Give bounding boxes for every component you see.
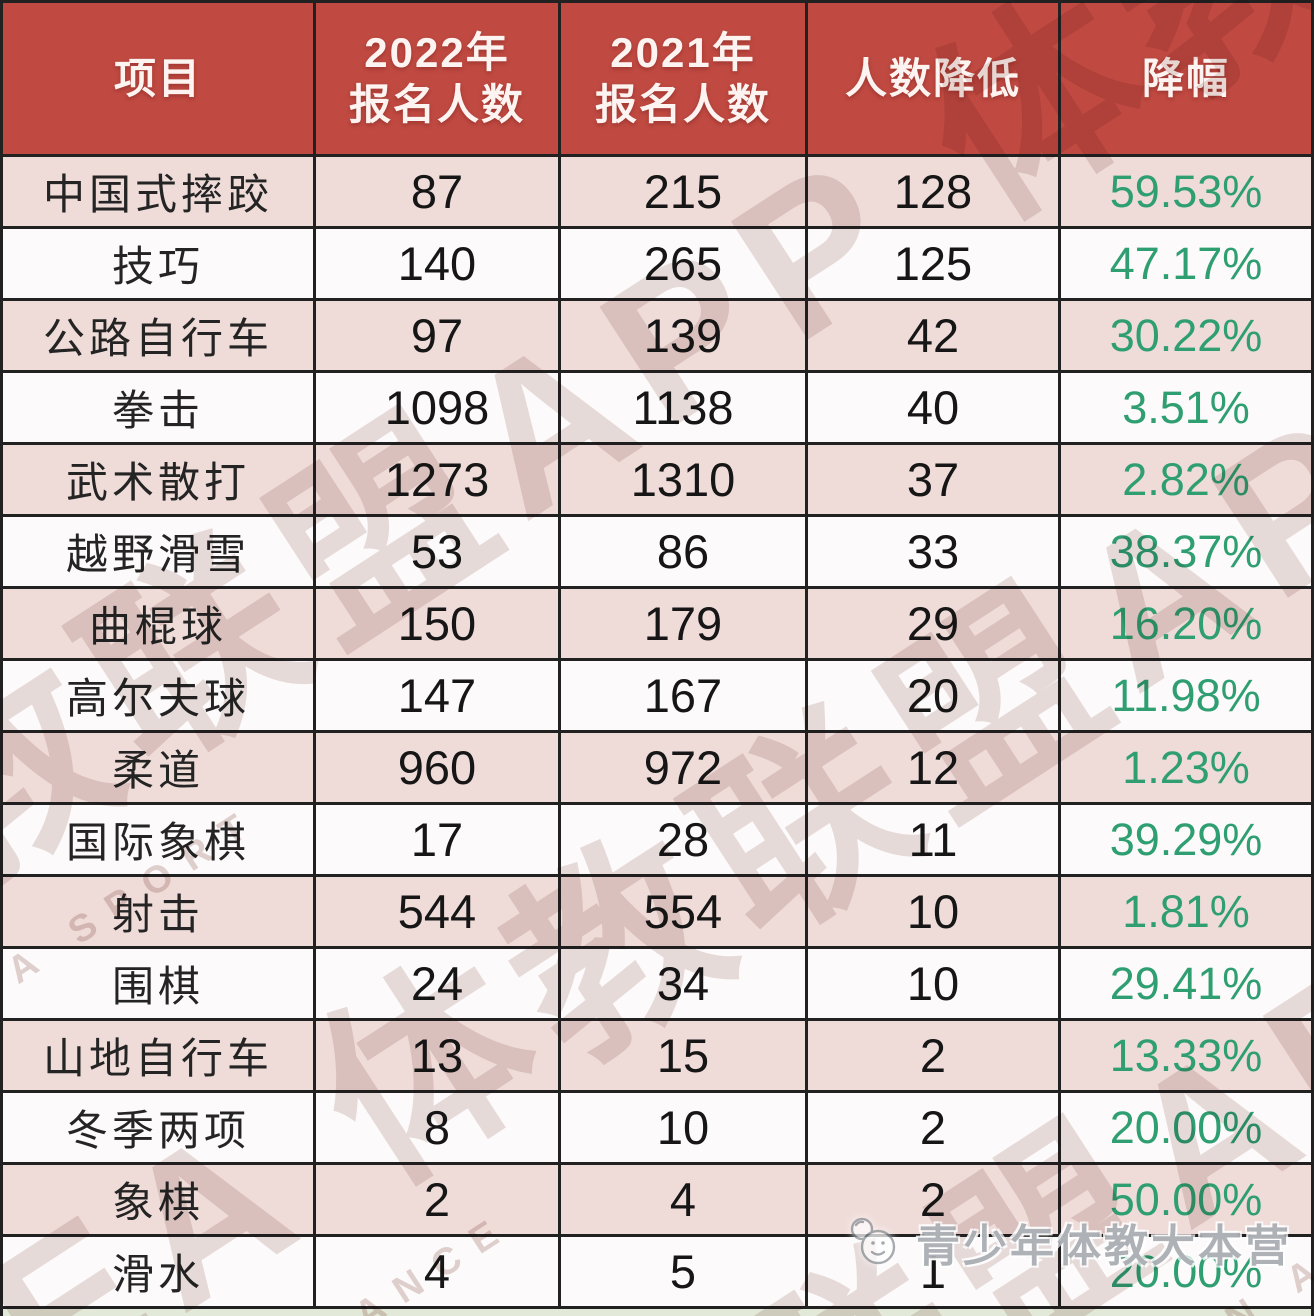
decrease-count-cell: 37 xyxy=(808,445,1058,514)
decline-rate-cell: 13.33% xyxy=(1061,1021,1311,1090)
decline-rate-cell: 39.29% xyxy=(1061,805,1311,874)
decline-rate-cell: 47.17% xyxy=(1061,229,1311,298)
decrease-count-cell: 20 xyxy=(808,661,1058,730)
project-name-cell: 中国式摔跤 xyxy=(3,157,313,226)
decline-rate-cell: 1.23% xyxy=(1061,733,1311,802)
project-name-cell: 曲棍球 xyxy=(3,589,313,658)
project-name-cell: 射击 xyxy=(3,877,313,946)
project-name-cell: 越野滑雪 xyxy=(3,517,313,586)
decline-rate-cell: 30.22% xyxy=(1061,301,1311,370)
decline-rate-cell: 59.53% xyxy=(1061,157,1311,226)
decrease-count-cell: 125 xyxy=(808,229,1058,298)
registrations-2021-cell: 34 xyxy=(561,949,805,1018)
registrations-2021-cell: 972 xyxy=(561,733,805,802)
project-name-cell: 柔道 xyxy=(3,733,313,802)
header-2021-line2: 报名人数 xyxy=(594,80,771,128)
decrease-count-cell: 33 xyxy=(808,517,1058,586)
registrations-2022-cell: 8 xyxy=(316,1093,558,1162)
decrease-count-cell: 128 xyxy=(808,157,1058,226)
project-name-cell: 山地自行车 xyxy=(3,1021,313,1090)
registrations-2022-cell: 4 xyxy=(316,1237,558,1306)
registrations-2022-cell: 87 xyxy=(316,157,558,226)
registrations-2021-cell: 215 xyxy=(561,157,805,226)
project-name-cell: 技巧 xyxy=(3,229,313,298)
decrease-count-cell: 42 xyxy=(808,301,1058,370)
partial-next-row xyxy=(3,1309,1311,1316)
header-decrease-label: 人数降低 xyxy=(844,54,1021,102)
project-name-cell: 拳击 xyxy=(3,373,313,442)
registrations-2022-cell: 147 xyxy=(316,661,558,730)
decline-rate-cell: 20.00% xyxy=(1061,1237,1311,1306)
decline-rate-cell: 11.98% xyxy=(1061,661,1311,730)
decrease-count-cell: 12 xyxy=(808,733,1058,802)
registrations-2021-cell: 10 xyxy=(561,1093,805,1162)
registrations-2022-cell: 53 xyxy=(316,517,558,586)
registrations-2021-cell: 15 xyxy=(561,1021,805,1090)
decrease-count-cell: 1 xyxy=(808,1237,1058,1306)
header-registrations-2022: 2022年 报名人数 xyxy=(316,3,558,154)
registrations-2022-cell: 960 xyxy=(316,733,558,802)
decline-rate-cell: 38.37% xyxy=(1061,517,1311,586)
registrations-2022-cell: 24 xyxy=(316,949,558,1018)
registrations-2022-cell: 140 xyxy=(316,229,558,298)
project-name-cell: 公路自行车 xyxy=(3,301,313,370)
decline-rate-cell: 3.51% xyxy=(1061,373,1311,442)
decrease-count-cell: 2 xyxy=(808,1093,1058,1162)
registrations-2022-cell: 1273 xyxy=(316,445,558,514)
decline-rate-cell: 50.00% xyxy=(1061,1165,1311,1234)
decline-rate-cell: 20.00% xyxy=(1061,1093,1311,1162)
header-project: 项目 xyxy=(3,3,313,154)
project-name-cell: 围棋 xyxy=(3,949,313,1018)
header-2022-line1: 2022年 xyxy=(364,29,510,77)
project-name-cell: 国际象棋 xyxy=(3,805,313,874)
decrease-count-cell: 2 xyxy=(808,1165,1058,1234)
registrations-2021-cell: 86 xyxy=(561,517,805,586)
registrations-2021-cell: 265 xyxy=(561,229,805,298)
decrease-count-cell: 29 xyxy=(808,589,1058,658)
header-decrease-count: 人数降低 xyxy=(808,3,1058,154)
registrations-2022-cell: 2 xyxy=(316,1165,558,1234)
registrations-2021-cell: 179 xyxy=(561,589,805,658)
decline-rate-cell: 2.82% xyxy=(1061,445,1311,514)
registrations-2022-cell: 1098 xyxy=(316,373,558,442)
registrations-2021-cell: 28 xyxy=(561,805,805,874)
project-name-cell: 高尔夫球 xyxy=(3,661,313,730)
project-name-cell: 武术散打 xyxy=(3,445,313,514)
header-registrations-2021: 2021年 报名人数 xyxy=(561,3,805,154)
registrations-2022-cell: 544 xyxy=(316,877,558,946)
decrease-count-cell: 40 xyxy=(808,373,1058,442)
header-decline-rate-label: 降幅 xyxy=(1141,54,1230,102)
registrations-2021-cell: 4 xyxy=(561,1165,805,1234)
decline-rate-cell: 16.20% xyxy=(1061,589,1311,658)
registrations-2022-cell: 17 xyxy=(316,805,558,874)
project-name-cell: 滑水 xyxy=(3,1237,313,1306)
decrease-count-cell: 2 xyxy=(808,1021,1058,1090)
decline-rate-cell: 1.81% xyxy=(1061,877,1311,946)
registrations-2021-cell: 139 xyxy=(561,301,805,370)
registrations-2021-cell: 1310 xyxy=(561,445,805,514)
registrations-2022-cell: 13 xyxy=(316,1021,558,1090)
registrations-2021-cell: 554 xyxy=(561,877,805,946)
registrations-2021-cell: 1138 xyxy=(561,373,805,442)
header-2022-line2: 报名人数 xyxy=(348,80,525,128)
registrations-2022-cell: 97 xyxy=(316,301,558,370)
decrease-count-cell: 10 xyxy=(808,877,1058,946)
header-2021-line1: 2021年 xyxy=(610,29,756,77)
registrations-2022-cell: 150 xyxy=(316,589,558,658)
registrations-2021-cell: 5 xyxy=(561,1237,805,1306)
header-project-label: 项目 xyxy=(113,54,202,102)
decrease-count-cell: 10 xyxy=(808,949,1058,1018)
header-decline-rate: 降幅 xyxy=(1061,3,1311,154)
decrease-count-cell: 11 xyxy=(808,805,1058,874)
decline-rate-cell: 29.41% xyxy=(1061,949,1311,1018)
registrations-2021-cell: 167 xyxy=(561,661,805,730)
project-name-cell: 象棋 xyxy=(3,1165,313,1234)
project-name-cell: 冬季两项 xyxy=(3,1093,313,1162)
